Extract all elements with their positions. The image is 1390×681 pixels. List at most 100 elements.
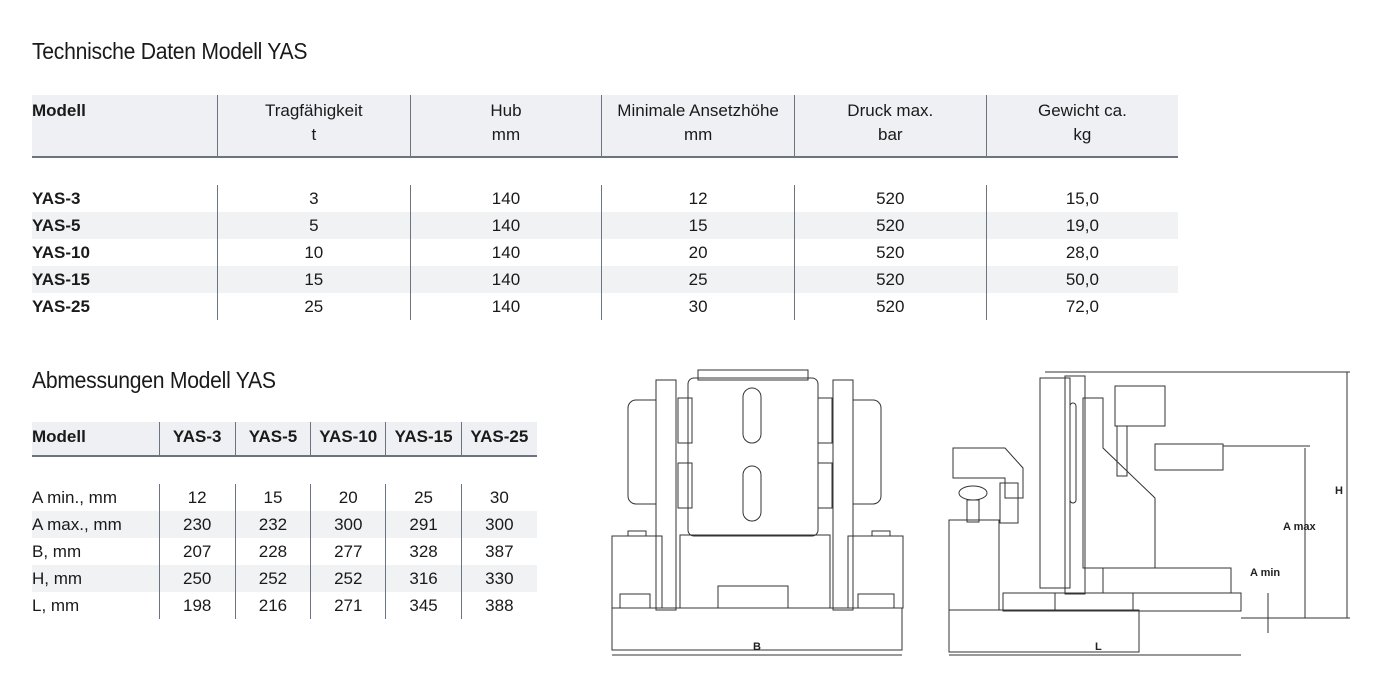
table-cell: 387 [460, 538, 537, 565]
table-cell: B, mm [32, 542, 82, 561]
table-cell: 20 [310, 484, 386, 511]
table-cell: 28,0 [985, 239, 1178, 266]
table-cell: 15 [217, 266, 410, 293]
header-line: t [311, 125, 317, 144]
header-line: mm [683, 125, 713, 144]
table-cell: 230 [158, 511, 236, 538]
header-line: bar [877, 125, 903, 144]
header-line: Hub [490, 101, 522, 120]
table-cell: 520 [793, 239, 987, 266]
label-a-min: A min [1250, 567, 1280, 579]
table-row: YAS-10 10 140 20 520 28,0 [32, 239, 1178, 266]
front-view-drawing: B [611, 369, 904, 656]
column-header: Minimale Ansetzhöhe mm [601, 95, 795, 158]
table-cell: YAS-10 [32, 243, 90, 262]
table-row: YAS-25 25 140 30 520 72,0 [32, 293, 1178, 320]
header-line: Gewicht ca. [1037, 101, 1127, 120]
header-line: Druck max. [847, 101, 934, 120]
table-cell: 520 [793, 293, 987, 320]
table-cell: 330 [460, 565, 537, 592]
table-cell: L, mm [32, 596, 80, 615]
table-cell: 30 [601, 293, 795, 320]
label-b: B [753, 641, 761, 653]
tech-title: Technische Daten Modell YAS [32, 38, 308, 64]
table-cell: YAS-15 [32, 270, 90, 289]
column-header: YAS-10 [310, 422, 386, 457]
column-header: Tragfähigkeit t [217, 95, 410, 158]
table-cell: 140 [409, 185, 602, 212]
table-cell: 277 [310, 538, 386, 565]
table-cell: YAS-3 [32, 189, 81, 208]
table-cell: 140 [409, 212, 602, 239]
table-row: A min., mm 12 15 20 25 30 [32, 484, 537, 511]
column-header: Modell [32, 95, 218, 158]
table-cell: 328 [385, 538, 462, 565]
table-cell: 25 [385, 484, 462, 511]
table-cell: 252 [310, 565, 386, 592]
table-cell: 12 [601, 185, 795, 212]
table-row: YAS-5 5 140 15 520 19,0 [32, 212, 1178, 239]
label-h: H [1335, 485, 1343, 497]
table-cell: 520 [793, 212, 987, 239]
technical-data-table: Modell Tragfähigkeit t Hub mm Minimale Ansetz… [32, 95, 1178, 320]
table-cell: 207 [158, 538, 236, 565]
table-cell: 345 [385, 592, 462, 619]
label-a-max: A max [1283, 521, 1316, 533]
header-line: kg [1073, 125, 1092, 144]
table-cell: YAS-25 [32, 297, 90, 316]
table-row: A max., mm 230 232 300 291 300 [32, 511, 537, 538]
table-cell: 520 [793, 266, 987, 293]
table-cell: 20 [601, 239, 795, 266]
table-row: YAS-3 3 140 12 520 15,0 [32, 185, 1178, 212]
table-cell: 291 [385, 511, 462, 538]
table-row: B, mm 207 228 277 328 387 [32, 538, 537, 565]
spacer [32, 456, 537, 484]
table-cell: 271 [310, 592, 386, 619]
dims-title: Abmessungen Modell YAS [32, 367, 276, 393]
label-l: L [1095, 641, 1102, 653]
table-cell: 3 [217, 185, 410, 212]
table-cell: 300 [310, 511, 386, 538]
table-cell: 316 [385, 565, 462, 592]
table-cell: 388 [460, 592, 537, 619]
table-cell: 232 [234, 511, 311, 538]
table-cell: 72,0 [985, 293, 1178, 320]
spacer [32, 157, 1178, 185]
table-cell: 252 [234, 565, 311, 592]
table-cell: 50,0 [985, 266, 1178, 293]
column-header: YAS-5 [234, 422, 311, 457]
table-cell: 520 [793, 185, 987, 212]
dimensions-table: Modell YAS-3 YAS-5 YAS-10 YAS-15 YAS-25 A min… [32, 422, 537, 619]
table-row: L, mm 198 216 271 345 388 [32, 592, 537, 619]
table-cell: 140 [409, 266, 602, 293]
table-cell: H, mm [32, 569, 83, 588]
header-line: Tragfähigkeit [264, 101, 363, 120]
column-header: Hub mm [409, 95, 602, 158]
column-header: Modell [32, 422, 160, 457]
table-cell: 30 [460, 484, 537, 511]
table-cell: 15,0 [985, 185, 1178, 212]
column-header: YAS-15 [385, 422, 462, 457]
table-cell: 216 [234, 592, 311, 619]
header-line: mm [491, 125, 521, 144]
table-cell: 5 [217, 212, 410, 239]
table-cell: 140 [409, 239, 602, 266]
table-cell: 300 [460, 511, 537, 538]
side-view-drawing: L H A max A min [948, 371, 1350, 656]
header-line: Minimale Ansetzhöhe [617, 101, 779, 120]
table-cell: 12 [158, 484, 236, 511]
table-cell: 198 [158, 592, 236, 619]
column-header: Gewicht ca. kg [985, 95, 1178, 158]
table-cell: 10 [217, 239, 410, 266]
table-cell: 140 [409, 293, 602, 320]
header-line: Modell [32, 101, 86, 120]
table-cell: 228 [234, 538, 311, 565]
table-cell: 250 [158, 565, 236, 592]
column-header: YAS-3 [158, 422, 236, 457]
column-header: Druck max. bar [793, 95, 987, 158]
table-cell: 15 [234, 484, 311, 511]
table-cell: A min., mm [32, 488, 118, 507]
table-row: H, mm 250 252 252 316 330 [32, 565, 537, 592]
table-cell: A max., mm [32, 515, 122, 534]
table-cell: 25 [217, 293, 410, 320]
